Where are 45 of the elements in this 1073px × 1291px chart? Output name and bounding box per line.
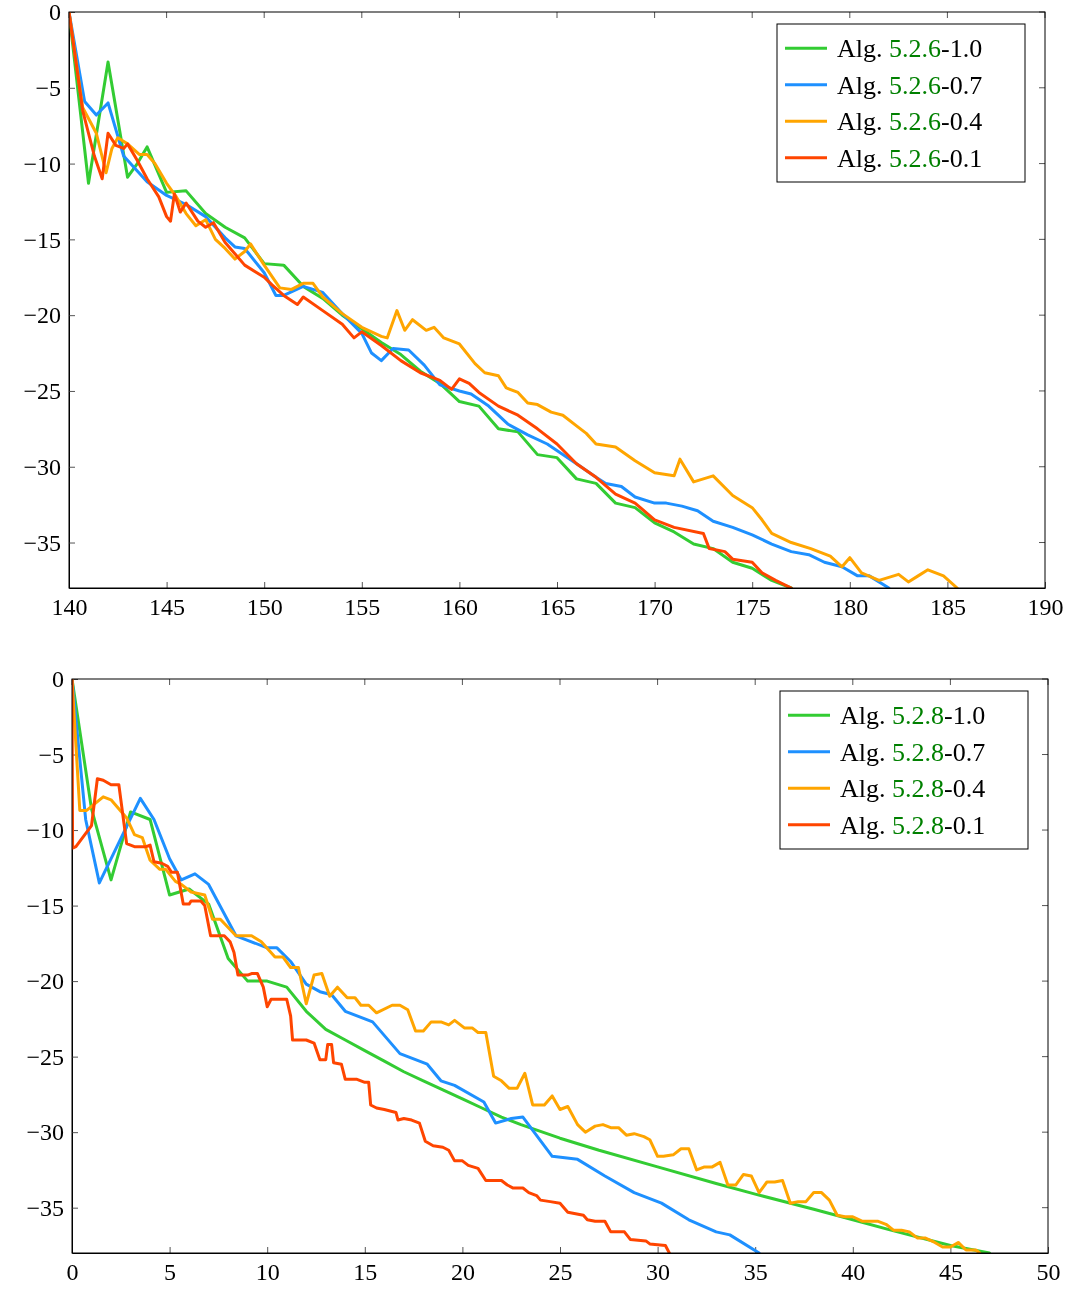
x-tick-label: 145 [149,594,186,621]
x-tick-label: 170 [637,594,674,621]
x-tick-label: 165 [539,594,576,621]
x-tick-label: 45 [938,1259,963,1286]
x-tick-label: 185 [929,594,966,621]
x-tick-label: 140 [51,594,88,621]
y-tick-label: −10 [26,817,64,844]
y-tick-label: 0 [49,0,61,26]
x-tick-label: 175 [734,594,771,621]
legend-label: Alg. 5.2.6-0.1 [837,143,983,173]
x-tick-label: 150 [246,594,283,621]
legend-label: Alg. 5.2.6-0.7 [837,70,983,100]
x-tick-label: 30 [646,1259,671,1286]
x-tick-label: 5 [164,1259,177,1286]
x-tick-label: 15 [353,1259,378,1286]
x-tick-label: 160 [441,594,478,621]
x-tick-label: 190 [1027,594,1064,621]
y-tick-label: −15 [23,226,61,253]
x-tick-label: 155 [344,594,381,621]
y-tick-label: −25 [26,1043,64,1070]
y-tick-label: −5 [35,74,61,101]
x-tick-label: 20 [450,1259,475,1286]
y-tick-label: 0 [52,666,64,693]
y-tick-label: −25 [23,378,61,405]
y-tick-label: −35 [23,529,61,556]
legend-label: Alg. 5.2.8-1.0 [840,701,986,731]
y-tick-label: −20 [23,302,61,329]
legend-label: Alg. 5.2.8-0.1 [840,810,986,840]
y-tick-label: −5 [38,741,64,768]
y-tick-label: −30 [26,1119,64,1146]
x-tick-label: 180 [832,594,869,621]
x-tick-label: 35 [743,1259,768,1286]
legend-label: Alg. 5.2.6-0.4 [837,107,983,137]
x-tick-label: 40 [841,1259,866,1286]
y-tick-label: −10 [23,150,61,177]
y-tick-label: −30 [23,453,61,480]
y-tick-label: −20 [26,968,64,995]
x-tick-label: 25 [548,1259,573,1286]
y-tick-label: −15 [26,892,64,919]
y-tick-label: −35 [26,1194,64,1221]
x-tick-label: 50 [1036,1259,1061,1286]
legend-label: Alg. 5.2.8-0.4 [840,774,986,804]
x-tick-label: 10 [255,1259,280,1286]
legend-label: Alg. 5.2.6-1.0 [837,34,983,64]
legend-label: Alg. 5.2.8-0.7 [840,737,986,767]
